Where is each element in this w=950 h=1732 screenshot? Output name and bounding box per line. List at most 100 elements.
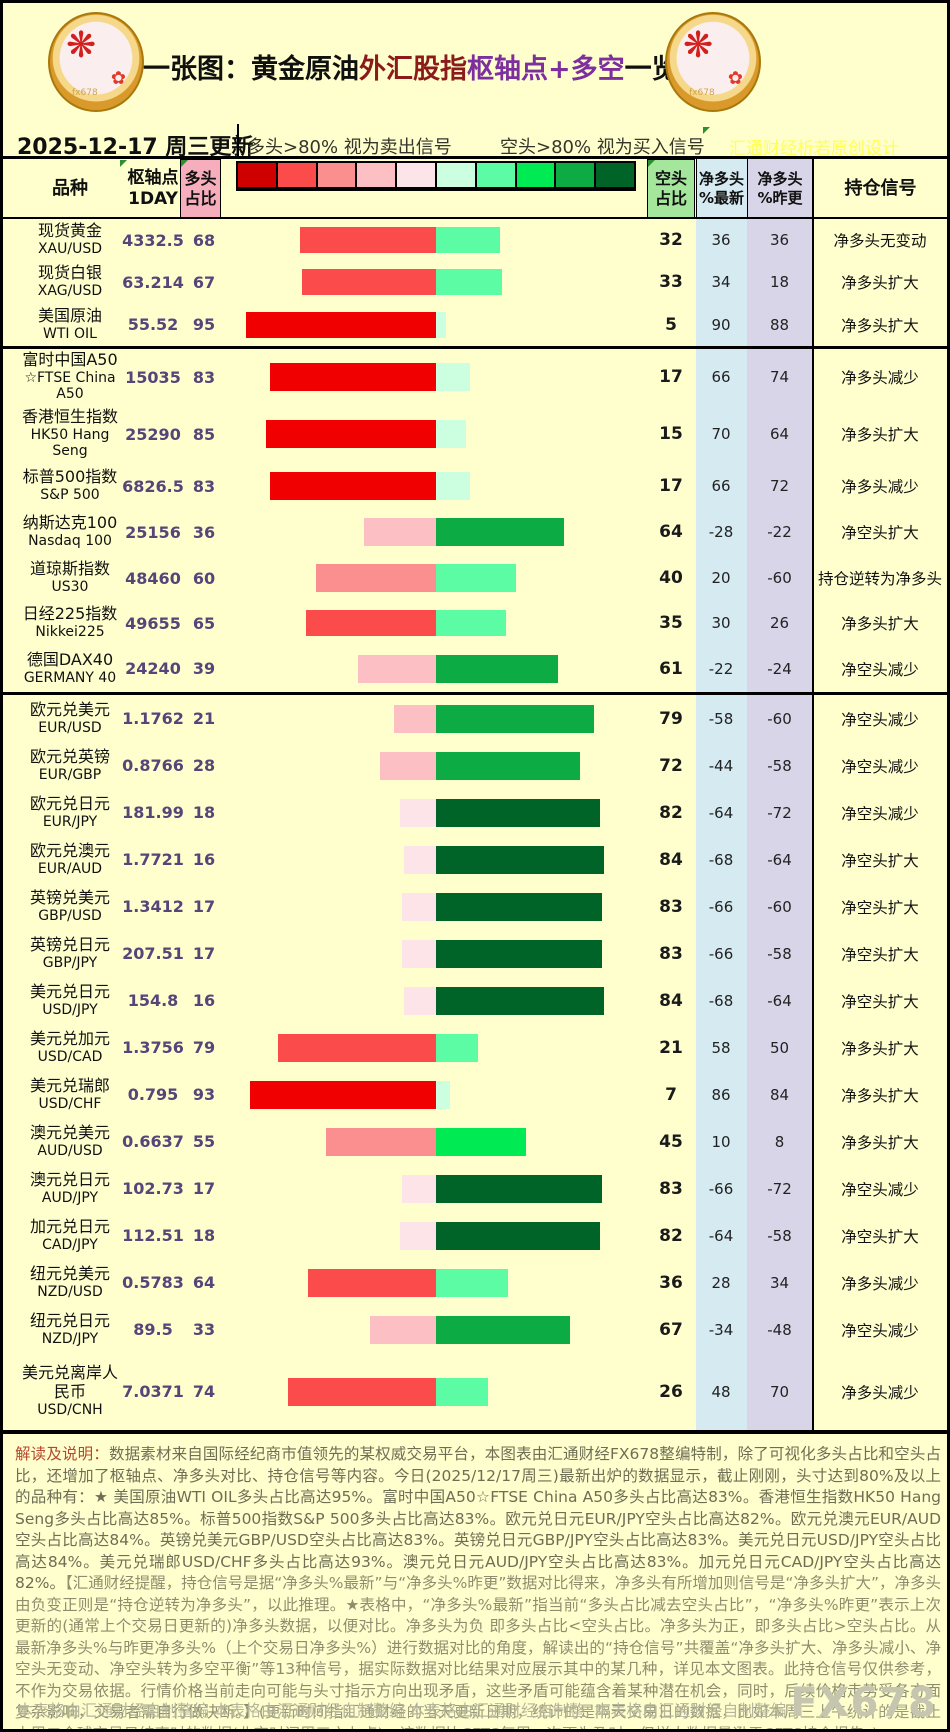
long-pct-value: 60	[192, 568, 216, 588]
short-pct-value: 17	[659, 367, 683, 387]
instrument-name-line: US30	[51, 579, 89, 596]
long-short-bar	[236, 789, 636, 836]
long-short-bar	[236, 1165, 636, 1212]
net-long-latest-value: 90	[711, 315, 731, 334]
pivot-value: 102.73	[122, 1179, 184, 1198]
net-long-prev-value: -60	[767, 569, 792, 587]
instrument-name-line: USD/JPY	[42, 1001, 98, 1018]
divider	[3, 156, 947, 159]
title-part-black: 一张图：黄金原油	[143, 54, 359, 85]
short-bar	[436, 704, 594, 733]
column-header-variety: 品种	[11, 159, 129, 219]
header-label: 品种	[52, 177, 88, 199]
instrument-name-line: GBP/USD	[38, 907, 102, 924]
instrument-name: 日经225指数 Nikkei225	[11, 601, 129, 645]
net-long-latest-value: 20	[711, 569, 731, 587]
short-bar	[436, 1080, 450, 1109]
net-long-prev-value: -64	[767, 991, 792, 1010]
long-short-bar	[236, 509, 636, 555]
net-long-latest-value: 34	[711, 273, 731, 291]
position-signal: 净空头扩大	[841, 1227, 919, 1246]
position-signal: 净多头减少	[841, 478, 919, 496]
short-bar	[436, 1377, 488, 1406]
short-bar	[436, 564, 516, 592]
net-long-prev-value: -60	[767, 709, 792, 728]
pivot-value: 4332.5	[122, 230, 184, 250]
instrument-name-line: 英镑兑美元	[29, 887, 110, 907]
long-short-bar	[236, 1024, 636, 1071]
long-bar	[402, 1174, 436, 1203]
flower-icon: ❋	[683, 25, 714, 66]
net-long-latest-value: 58	[711, 1038, 731, 1057]
short-bar	[436, 518, 564, 546]
position-signal: 净空头减少	[841, 1180, 919, 1199]
net-long-prev-value: -58	[767, 1226, 792, 1245]
instrument-name-line: NZD/USD	[37, 1283, 103, 1300]
long-short-bar	[236, 1259, 636, 1306]
legend-divider	[237, 124, 239, 157]
instrument-name-line: 日经225指数	[22, 604, 118, 624]
long-signal-rule: 多头>80% 视为卖出信号	[247, 137, 452, 158]
page-title: 一张图：黄金原油外汇股指枢轴点+多空一览	[143, 47, 679, 86]
position-signal: 净多头减少	[841, 1383, 919, 1402]
table-row: 纳斯达克100 Nasdaq 100 25156 36 64 -28 -22 净空头扩大	[3, 509, 947, 555]
watermark-row: 本表格由汇通财经自制整编 本表格由汇通财经自制整编 本表格由汇通财经自制整: 本…	[17, 1680, 937, 1726]
scale-swatch	[516, 163, 557, 187]
comment-marker-icon	[120, 160, 127, 167]
instrument-name: 标普500指数 S&P 500	[11, 463, 129, 509]
position-signal: 净多头无变动	[833, 232, 927, 250]
pivot-value: 181.99	[122, 803, 184, 822]
instrument-name: 欧元兑日元 EUR/JPY	[11, 789, 129, 836]
long-pct-value: 79	[192, 1038, 216, 1057]
position-signal: 净空头减少	[841, 804, 919, 823]
header-bottom-border	[3, 217, 947, 219]
long-short-color-scale	[236, 161, 636, 191]
long-pct-value: 17	[192, 1179, 216, 1198]
short-bar	[436, 269, 502, 295]
instrument-name: 美元兑瑞郎 USD/CHF	[11, 1071, 129, 1118]
instrument-name-line: HK50 Hang	[30, 426, 110, 443]
pivot-value: 112.51	[122, 1226, 184, 1245]
position-signal: 净空头扩大	[841, 992, 919, 1011]
instrument-name-line: 纽元兑日元	[29, 1310, 110, 1330]
instrument-name-line: EUR/AUD	[37, 860, 103, 877]
long-bar	[266, 420, 436, 448]
table-row: 欧元兑澳元 EUR/AUD 1.7721 16 84 -68 -64 净空头扩大	[3, 836, 947, 883]
long-pct-value: 65	[192, 613, 216, 633]
footer-intro: 数据素材来自国际经纪商市值领先的某权威交易平台，本图表由汇通财经FX678整编特…	[15, 1445, 941, 1506]
header-label: 空头	[654, 169, 687, 188]
net-long-latest-column-stripe	[696, 159, 747, 1430]
short-bar	[436, 472, 470, 500]
position-signal: 净空头扩大	[841, 945, 919, 964]
net-long-latest-value: -28	[708, 523, 734, 541]
column-header-position-signal: 持仓信号	[814, 159, 947, 219]
instrument-name-line: 欧元兑澳元	[29, 840, 110, 860]
long-bar	[400, 798, 436, 827]
group-separator	[3, 692, 947, 695]
position-signal: 净空头扩大	[841, 898, 919, 917]
instrument-name: 英镑兑日元 GBP/JPY	[11, 930, 129, 977]
comment-marker-icon	[181, 160, 188, 167]
long-pct-value: 67	[192, 272, 216, 292]
instrument-name-line: CAD/JPY	[42, 1236, 98, 1253]
pivot-value: 7.0371	[122, 1382, 184, 1401]
short-bar	[436, 311, 446, 338]
instrument-name: 澳元兑美元 AUD/USD	[11, 1118, 129, 1165]
table-row: 香港恒生指数 HK50 Hang Seng 25290 85 15 70 64 净多头扩大	[3, 405, 947, 463]
long-bar	[302, 269, 436, 295]
fx678-watermark: FX678	[790, 1680, 937, 1726]
position-signal: 净多头扩大	[841, 316, 919, 335]
long-bar	[278, 1033, 436, 1062]
instrument-name-line: GBP/JPY	[42, 954, 98, 971]
instrument-name: 纽元兑日元 NZD/JPY	[11, 1306, 129, 1353]
pivot-value: 1.3756	[122, 1038, 184, 1057]
column-header-pivot: 枢轴点 1DAY	[121, 159, 185, 219]
instrument-name-line: 现货白银	[37, 263, 102, 283]
pivot-value: 1.7721	[122, 850, 184, 869]
instrument-name-line: AUD/USD	[37, 1142, 103, 1159]
pivot-value: 0.795	[127, 1085, 179, 1104]
table-row: 现货黄金 XAU/USD 4332.5 68 32 36 36 净多头无变动	[3, 219, 947, 261]
short-pct-value: 33	[659, 272, 683, 292]
instrument-name: 美国原油 WTI OIL	[11, 303, 129, 346]
